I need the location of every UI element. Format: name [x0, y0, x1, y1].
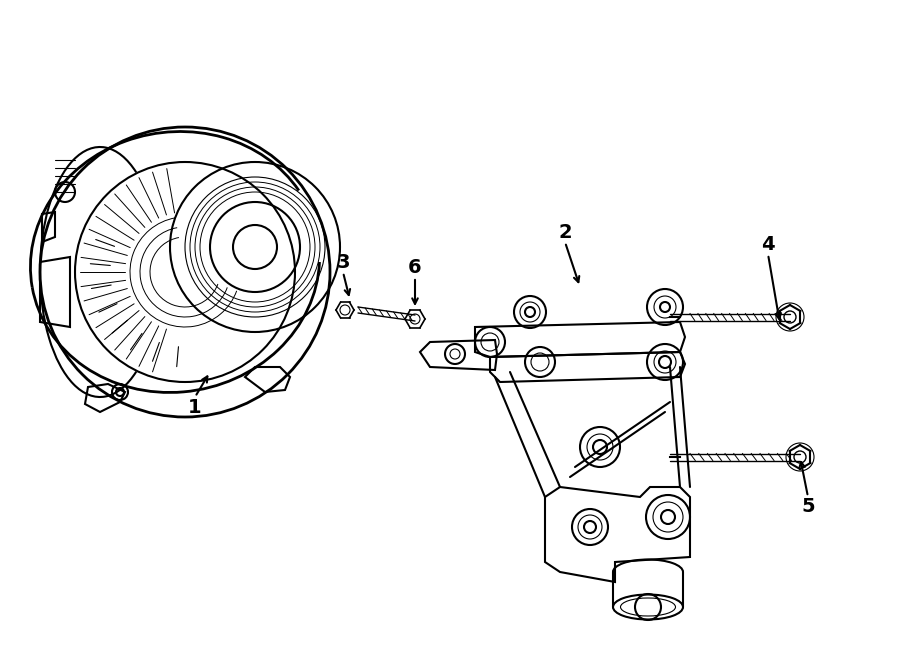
Text: 5: 5: [801, 498, 814, 516]
Text: 4: 4: [761, 234, 775, 254]
Text: 2: 2: [558, 222, 572, 242]
Text: 6: 6: [409, 258, 422, 277]
Text: 1: 1: [188, 397, 202, 416]
Text: 3: 3: [337, 252, 350, 271]
